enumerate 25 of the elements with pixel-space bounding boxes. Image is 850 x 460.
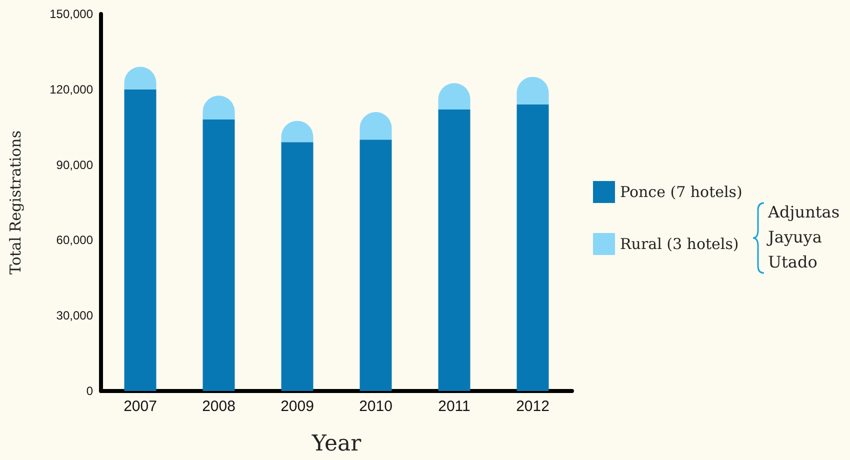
y-tick-label: 60,000 [56, 233, 94, 248]
legend-label: Rural (3 hotels) [620, 235, 739, 253]
bar [516, 104, 549, 391]
text: Utado [768, 252, 818, 272]
y-tick-label: 150,000 [50, 7, 94, 21]
bar [124, 89, 156, 391]
x-tick-label: 2008 [202, 398, 236, 415]
text: Adjuntas [767, 202, 840, 222]
bar [202, 120, 235, 391]
bar [360, 140, 392, 391]
y-tick-label: 0 [86, 384, 94, 398]
bar [281, 142, 314, 391]
y-tick-label: 90,000 [56, 158, 94, 172]
x-tick-label: 2012 [516, 398, 550, 415]
x-tick-label: 2009 [280, 398, 314, 415]
bar [438, 110, 470, 391]
text: Jayuya [766, 228, 822, 246]
x-axis-title: Year [310, 432, 362, 456]
y-tick-label: 120,000 [50, 82, 94, 96]
x-tick-label: 2010 [359, 398, 392, 415]
x-tick-label: 2007 [124, 398, 157, 415]
legend-label: Ponce (7 hotels) [620, 183, 742, 201]
x-tick-label: 2011 [438, 398, 470, 415]
y-axis-title: Total Registrations [6, 130, 24, 275]
y-tick-label: 30,000 [56, 308, 94, 323]
